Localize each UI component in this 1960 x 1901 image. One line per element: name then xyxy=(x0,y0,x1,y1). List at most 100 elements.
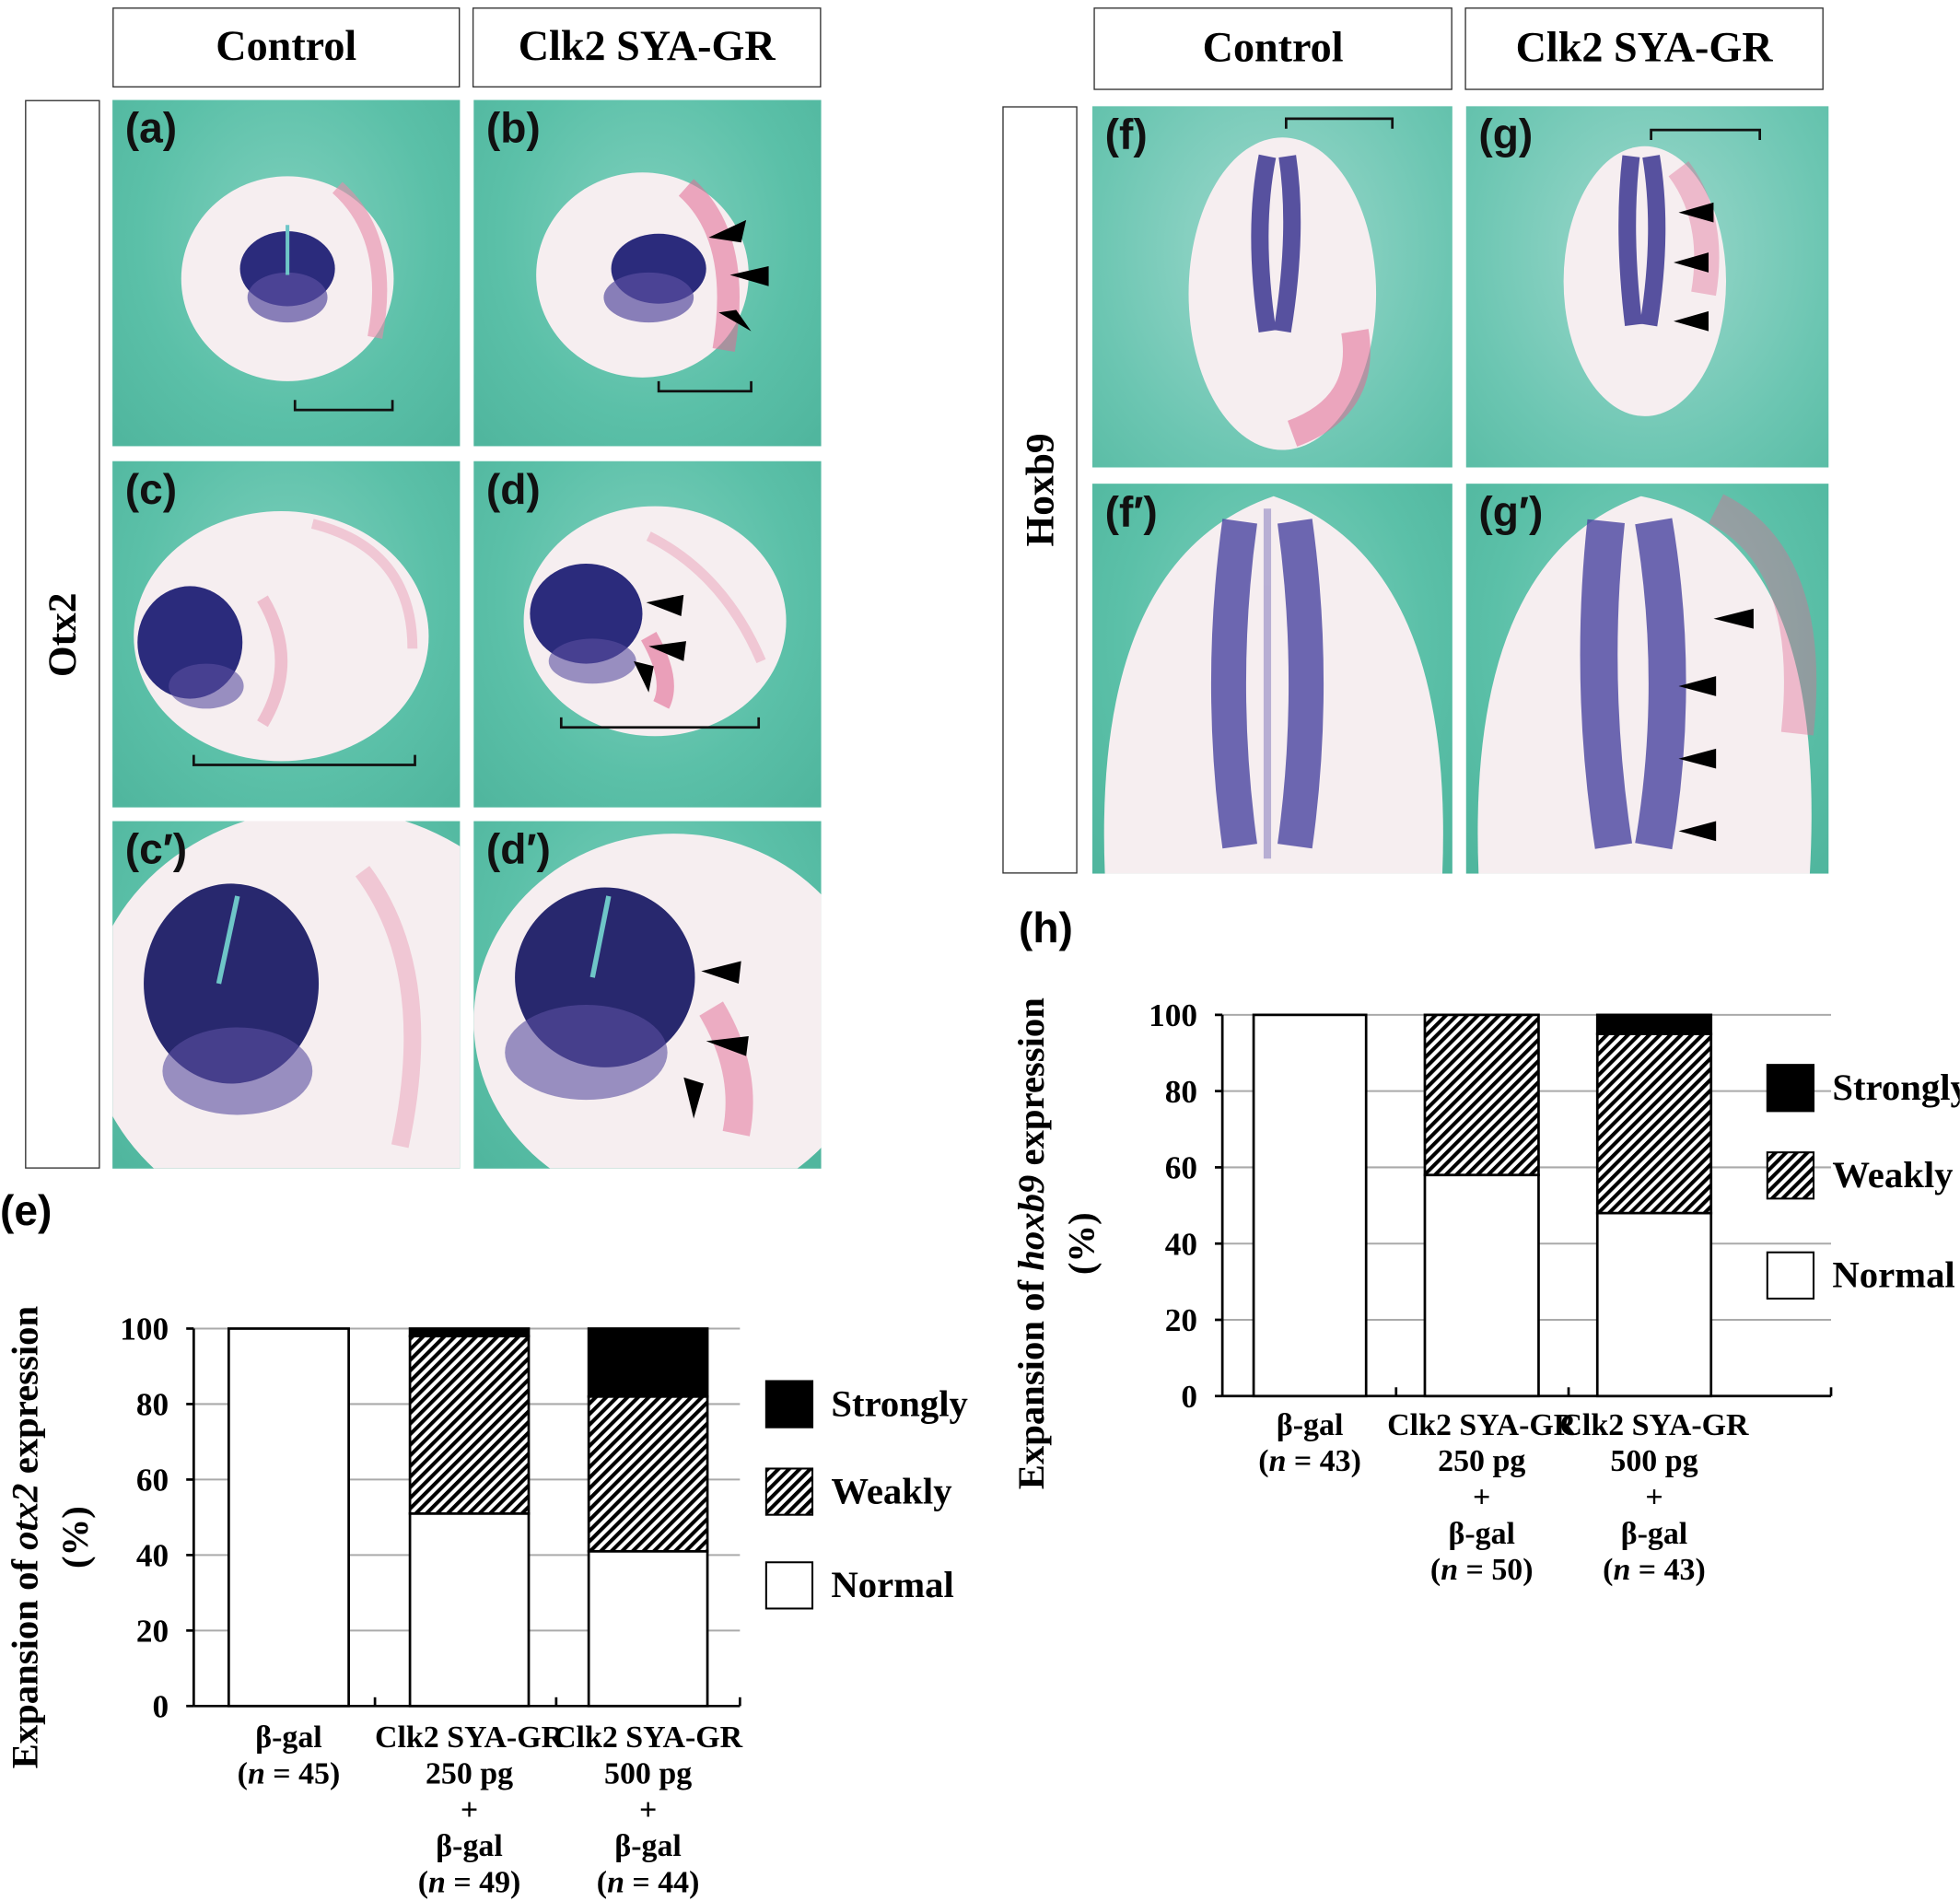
photo-f-prime: (f′) xyxy=(1092,484,1452,874)
category-label: Clk2 SYA-GR xyxy=(375,1720,565,1755)
header-control-right: Control xyxy=(1093,7,1452,90)
panel-label-g-prime: (g′) xyxy=(1478,488,1544,537)
embryo-c-image xyxy=(134,511,429,766)
legend-swatch-normal xyxy=(1766,1251,1815,1300)
bar-normal-1 xyxy=(227,1327,350,1708)
category-label: (n = 45) xyxy=(238,1756,341,1790)
row-label-otx2-text: Otx2 xyxy=(39,591,85,677)
y-tick-label: 60 xyxy=(136,1463,169,1499)
y-tick-label: 40 xyxy=(136,1538,169,1574)
embryo-f-prime-image xyxy=(1103,496,1443,874)
category-label: + xyxy=(461,1793,478,1827)
header-clk2-right: Clk2 SYA-GR xyxy=(1464,7,1824,90)
category-label: Clk2 SYA-GR xyxy=(554,1720,743,1755)
arrowheads xyxy=(683,961,749,1119)
bar-weakly-3 xyxy=(587,1394,709,1553)
arrowheads xyxy=(708,219,769,332)
row-label-hoxb9-text: Hoxb9 xyxy=(1016,433,1062,547)
legend-label-strongly: Strongly xyxy=(831,1382,968,1424)
row-label-otx2: Otx2 xyxy=(25,99,100,1169)
photo-b: (b) xyxy=(473,99,822,447)
y-axis-label: (%) xyxy=(54,1506,96,1569)
category-label: β-gal xyxy=(436,1829,502,1863)
panel-label-c: (c) xyxy=(124,466,178,514)
bar-normal-3 xyxy=(1595,1211,1713,1398)
photo-c: (c) xyxy=(112,461,461,808)
y-tick-label: 100 xyxy=(1149,997,1197,1033)
bar-normal-2 xyxy=(408,1511,531,1708)
category-label: (n = 44) xyxy=(597,1865,700,1899)
panel-label-d: (d) xyxy=(485,466,541,514)
y-tick-label: 20 xyxy=(1165,1302,1197,1338)
y-axis-label: Expansion of otx2 expression xyxy=(5,1305,46,1768)
photo-g-prime: (g′) xyxy=(1465,484,1829,874)
embryo-c-prime-image xyxy=(112,821,461,1169)
category-label: β-gal xyxy=(1448,1517,1514,1551)
bar-normal-3 xyxy=(587,1549,709,1708)
panel-label-e: (e) xyxy=(0,1187,52,1235)
category-label: 500 pg xyxy=(1610,1444,1698,1478)
y-tick-label: 20 xyxy=(136,1614,169,1650)
category-label: (n = 50) xyxy=(1430,1553,1534,1587)
legend-label-strongly: Strongly xyxy=(1832,1067,1959,1108)
panel-label-d-prime: (d′) xyxy=(485,825,551,874)
bar-weakly-2 xyxy=(408,1335,531,1515)
legend-label-normal: Normal xyxy=(831,1564,953,1605)
legend-label-weakly: Weakly xyxy=(831,1470,951,1511)
y-tick-label: 60 xyxy=(1165,1150,1197,1186)
photo-d: (d) xyxy=(473,461,822,808)
arrowheads xyxy=(1678,608,1754,842)
category-label: 250 pg xyxy=(1438,1444,1525,1478)
bar-strongly-3 xyxy=(587,1327,709,1398)
y-tick-label: 80 xyxy=(136,1387,169,1423)
scale-bar xyxy=(657,380,752,393)
category-label: 500 pg xyxy=(604,1756,692,1790)
panel-label-b: (b) xyxy=(485,104,541,153)
arrowheads xyxy=(633,594,686,693)
category-label: + xyxy=(1645,1481,1662,1515)
y-tick-label: 80 xyxy=(1165,1074,1197,1110)
header-control-left: Control xyxy=(112,7,461,87)
category-label: Clk2 SYA-GR xyxy=(1559,1408,1749,1442)
bar-weakly-2 xyxy=(1423,1013,1540,1177)
header-clk2-left: Clk2 SYA-GR xyxy=(472,7,822,87)
category-label: Clk2 SYA-GR xyxy=(1387,1408,1577,1442)
scale-bar xyxy=(293,400,394,412)
legend-label-normal: Normal xyxy=(1832,1254,1954,1296)
legend-swatch-strongly xyxy=(1766,1064,1815,1113)
panel-label-f: (f) xyxy=(1104,111,1148,159)
legend-swatch-weakly xyxy=(764,1467,814,1516)
category-label: + xyxy=(639,1793,657,1827)
category-label: 250 pg xyxy=(426,1756,513,1790)
panel-label-h: (h) xyxy=(1018,904,1073,953)
embryo-d-prime-image xyxy=(473,834,822,1169)
embryo-f-image xyxy=(1188,117,1394,450)
embryo-b-image xyxy=(536,172,769,393)
category-label: + xyxy=(1473,1481,1490,1515)
panel-label-g: (g) xyxy=(1478,111,1534,159)
bar-strongly-3 xyxy=(1595,1013,1713,1035)
category-label: (n = 43) xyxy=(1258,1444,1361,1478)
photo-d-prime: (d′) xyxy=(473,821,822,1169)
photo-c-prime: (c′) xyxy=(112,821,461,1169)
panel-label-a: (a) xyxy=(124,104,178,153)
panel-label-f-prime: (f′) xyxy=(1104,488,1158,537)
y-tick-label: 40 xyxy=(1165,1226,1197,1262)
bar-strongly-2 xyxy=(408,1327,531,1338)
category-label: β-gal xyxy=(1277,1408,1343,1442)
y-tick-label: 0 xyxy=(153,1689,169,1725)
embryo-d-image xyxy=(523,506,787,737)
scale-bar xyxy=(1650,128,1762,140)
embryo-g-prime-image xyxy=(1477,494,1817,874)
legend-swatch-strongly xyxy=(764,1380,814,1429)
y-axis-label: Expansion of hoxb9 expression xyxy=(1010,997,1052,1490)
y-axis-label: (%) xyxy=(1060,1212,1102,1275)
row-label-hoxb9: Hoxb9 xyxy=(1002,106,1078,874)
legend-swatch-weakly xyxy=(1766,1151,1815,1200)
y-tick-label: 0 xyxy=(1181,1379,1197,1415)
scale-bar xyxy=(559,717,761,729)
bar-normal-1 xyxy=(1252,1013,1368,1398)
